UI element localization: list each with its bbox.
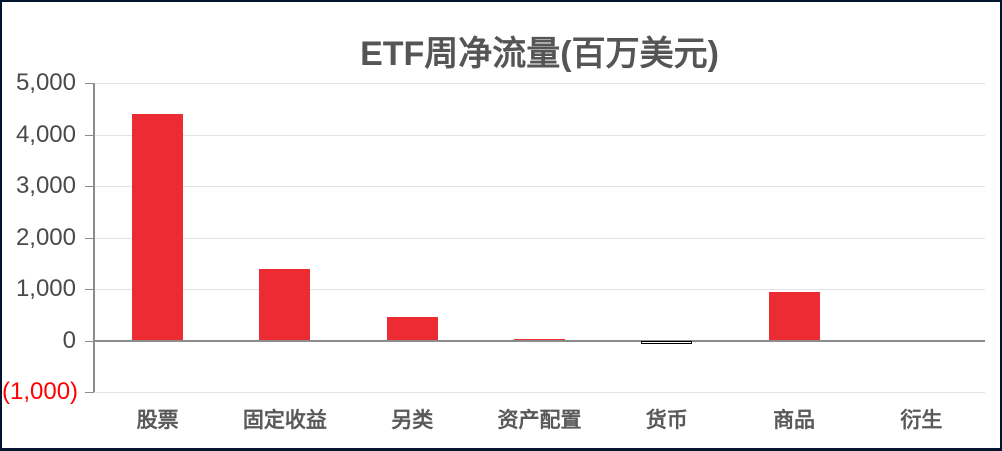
x-axis-label: 商品 (773, 409, 816, 432)
gridline (94, 392, 985, 393)
gridline (94, 186, 985, 187)
y-axis-tick (85, 289, 94, 290)
gridline (94, 135, 985, 136)
x-axis-label: 另类 (391, 409, 434, 432)
y-axis-label: 4,000 (15, 121, 76, 148)
y-axis-tick (85, 83, 94, 84)
y-axis-label: (1,000) (2, 378, 79, 405)
x-axis-label: 资产配置 (497, 409, 582, 432)
chart-title: ETF周净流量(百万美元) (360, 35, 719, 73)
bar (386, 316, 438, 341)
y-axis-label: 5,000 (15, 69, 76, 96)
bar (768, 292, 820, 341)
y-axis-line (93, 83, 95, 392)
bar (514, 338, 565, 341)
y-axis-label: 1,000 (15, 275, 76, 302)
bar (132, 113, 184, 341)
y-axis-tick (85, 135, 94, 136)
y-axis-label: 3,000 (15, 172, 76, 199)
gridline (94, 289, 985, 290)
bar (641, 340, 693, 344)
gridline (94, 83, 985, 84)
y-axis-label: 0 (62, 327, 76, 354)
y-axis-tick (85, 238, 94, 239)
y-axis-tick (85, 186, 94, 187)
x-axis-label: 衍生 (900, 409, 943, 432)
bar (259, 268, 311, 341)
y-axis-label: 2,000 (15, 224, 76, 251)
x-axis-label: 股票 (136, 409, 179, 432)
y-axis-tick (85, 392, 94, 393)
x-axis-label: 固定收益 (242, 409, 327, 432)
y-axis-tick (85, 341, 94, 342)
x-axis-line (94, 339, 985, 342)
x-axis-label: 货币 (645, 409, 688, 432)
gridline (94, 238, 985, 239)
